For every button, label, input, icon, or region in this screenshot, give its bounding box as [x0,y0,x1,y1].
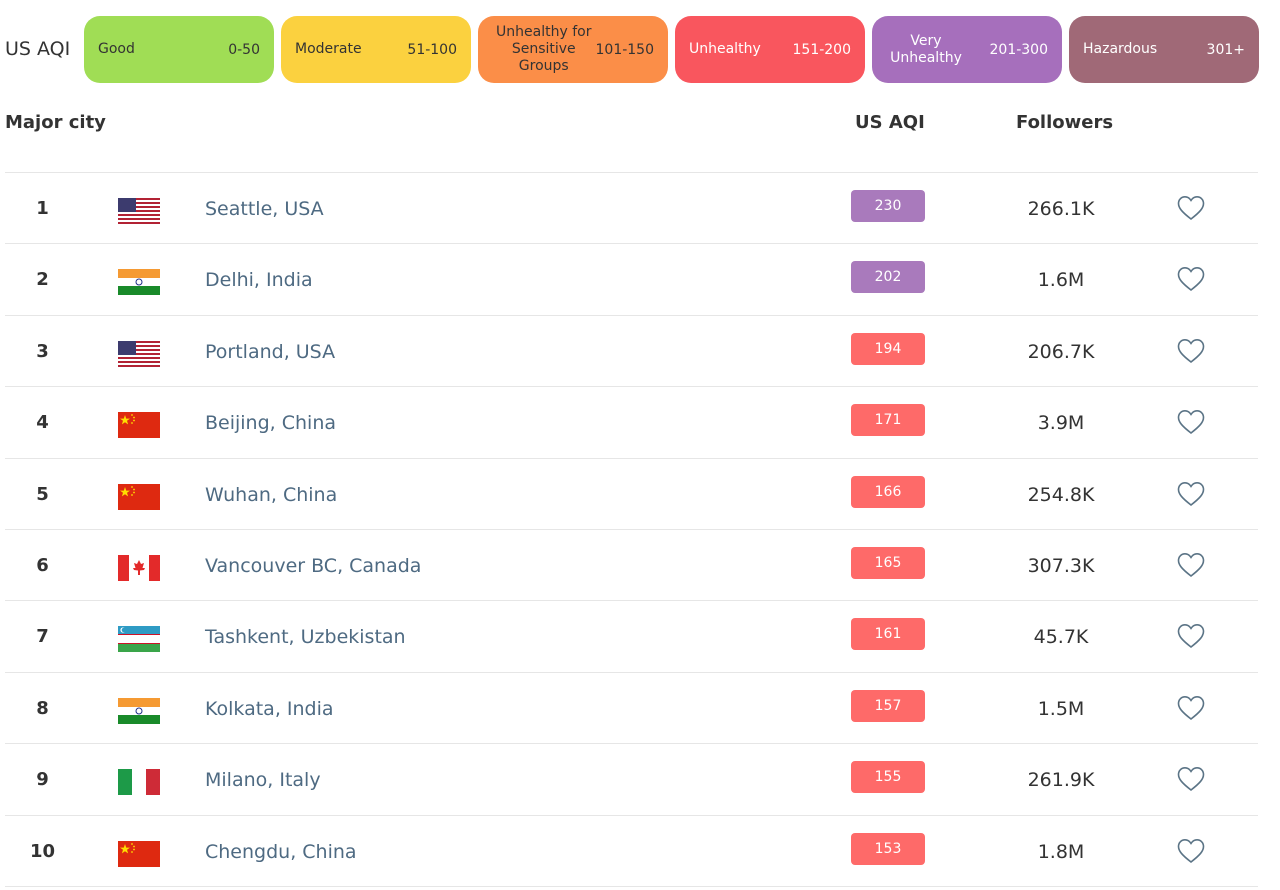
usa-flag-icon [118,198,160,224]
heart-icon[interactable] [1177,623,1205,649]
aqi-badge: 202 [851,261,925,294]
china-flag-icon [118,483,160,510]
table-row[interactable]: 8 Kolkata, India 157 1.5M [5,673,1258,745]
city-link[interactable]: Portland, USA [205,340,336,363]
rank-number: 8 [36,697,49,719]
heart-icon[interactable] [1177,338,1205,364]
legend-item-range: 0-50 [228,41,260,58]
rank-number: 5 [36,483,49,505]
rank-number: 7 [36,626,49,648]
heart-icon[interactable] [1177,481,1205,507]
heart-icon[interactable] [1177,695,1205,721]
legend-item-label: Unhealthy for Sensitive Groups [496,24,592,74]
table-row[interactable]: 10 Chengdu, China 153 1.8M [5,816,1258,887]
aqi-badge: 166 [851,475,925,508]
followers-count: 261.9K [1027,769,1095,792]
aqi-badge: 157 [851,689,925,722]
legend-item-range: 51-100 [407,41,457,58]
city-link[interactable]: Beijing, China [205,412,337,435]
rank-number: 9 [36,769,49,791]
rank-number: 1 [36,198,49,219]
legend-item-label: Unhealthy [689,41,761,57]
aqi-badge: 161 [851,618,925,651]
legend-item-unhealthy-sensitive: Unhealthy for Sensitive Groups 101-150 [478,16,668,83]
followers-count: 1.5M [1037,697,1085,720]
city-link[interactable]: Kolkata, India [205,697,334,720]
table-row[interactable]: 5 Wuhan, China 166 254.8K [5,459,1258,530]
city-link[interactable]: Delhi, India [205,269,313,292]
india-flag-icon [118,697,160,724]
legend-item-label: Hazardous [1083,41,1158,57]
aqi-badge: 155 [851,761,925,794]
rank-number: 10 [29,840,56,862]
heart-icon[interactable] [1177,552,1205,578]
aqi-badge: 171 [851,404,925,437]
legend-title: US AQI [5,38,71,60]
city-link[interactable]: Milano, Italy [205,769,321,792]
aqi-badge: 165 [851,546,925,579]
legend-item-very-unhealthy: Very Unhealthy 201-300 [872,16,1062,83]
legend-item-label: Good [98,41,135,57]
table-divider [5,172,1258,173]
aqi-badge: 230 [851,190,925,222]
rank-number: 4 [36,412,49,434]
city-link[interactable]: Chengdu, China [205,840,357,863]
aqi-badge: 194 [851,332,925,365]
heart-icon[interactable] [1177,195,1205,221]
legend-item-good: Good 0-50 [84,16,274,83]
legend-item-label: Very Unhealthy [890,32,962,66]
legend-item-range: 301+ [1206,41,1245,58]
column-header-aqi: US AQI [855,112,925,133]
usa-flag-icon [118,340,160,367]
column-header-city: Major city [5,112,106,133]
heart-icon[interactable] [1177,266,1205,292]
heart-icon[interactable] [1177,766,1205,792]
city-link[interactable]: Vancouver BC, Canada [205,554,422,577]
followers-count: 266.1K [1027,198,1095,220]
followers-count: 1.8M [1037,840,1085,863]
followers-count: 45.7K [1033,626,1089,649]
table-row[interactable]: 7 Tashkent, Uzbekistan 161 45.7K [5,601,1258,673]
canada-flag-icon [118,554,160,581]
table-row[interactable]: 6 Vancouver BC, Canada 165 307.3K [5,530,1258,602]
legend-item-label: Moderate [295,41,362,57]
rank-number: 6 [36,554,49,576]
china-flag-icon [118,412,160,439]
city-link[interactable]: Tashkent, Uzbekistan [205,626,406,649]
india-flag-icon [118,269,160,296]
followers-count: 254.8K [1027,483,1095,506]
legend-item-range: 201-300 [989,41,1049,58]
followers-count: 1.6M [1037,269,1085,292]
aqi-legend: US AQI Good 0-50 Moderate 51-100 Unhealt… [0,16,1280,84]
legend-item-range: 101-150 [595,41,655,58]
legend-item-unhealthy: Unhealthy 151-200 [675,16,865,83]
column-header-followers: Followers [1016,112,1114,133]
table-row[interactable]: 2 Delhi, India 202 1.6M [5,244,1258,316]
legend-item-hazardous: Hazardous 301+ [1069,16,1259,83]
italy-flag-icon [118,769,160,796]
followers-count: 206.7K [1027,340,1095,363]
followers-count: 307.3K [1027,554,1095,577]
rank-number: 3 [36,340,49,362]
uzbekistan-flag-icon [118,626,160,653]
table-row[interactable]: 3 Portland, USA 194 206.7K [5,316,1258,388]
legend-item-range: 151-200 [792,41,852,58]
followers-count: 3.9M [1037,412,1085,435]
china-flag-icon [118,840,160,867]
table-header: Major city US AQI Followers [0,112,1280,142]
table-row[interactable]: 1 Seattle, USA 230 266.1K [5,173,1258,245]
rank-number: 2 [36,269,49,291]
city-link[interactable]: Seattle, USA [205,198,324,220]
heart-icon[interactable] [1177,838,1205,864]
aqi-badge: 153 [851,832,925,865]
table-row[interactable]: 9 Milano, Italy 155 261.9K [5,744,1258,816]
city-ranking-table: 1 Seattle, USA 230 266.1K 2 Delhi, India… [0,173,1280,887]
city-link[interactable]: Wuhan, China [205,483,338,506]
legend-item-moderate: Moderate 51-100 [281,16,471,83]
table-row[interactable]: 4 Beijing, China 171 3.9M [5,387,1258,459]
heart-icon[interactable] [1177,409,1205,435]
